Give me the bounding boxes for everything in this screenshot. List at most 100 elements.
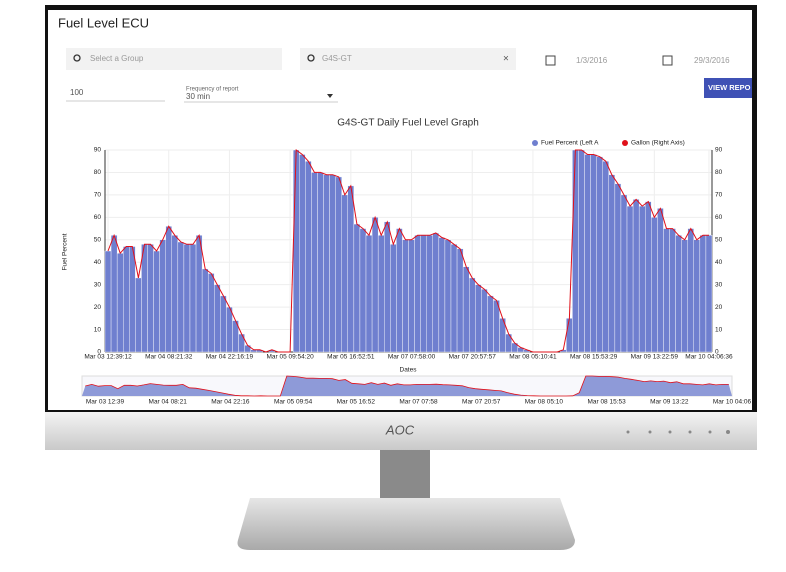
x-tick-label: Mar 09 13:22:59 <box>631 354 679 361</box>
y-axis-label: Fuel Percent <box>62 233 69 270</box>
bar <box>135 277 142 353</box>
x-tick-label: Mar 05 16:52:51 <box>327 354 375 361</box>
chin <box>45 412 757 450</box>
y2-tick-label: 30 <box>715 281 723 288</box>
y-tick-label: 40 <box>94 259 102 266</box>
bar <box>244 345 251 353</box>
bar <box>147 244 154 353</box>
chart-title: G4S-GT Daily Fuel Level Graph <box>337 118 479 129</box>
bar <box>426 235 433 353</box>
y-tick-label: 0 <box>97 349 101 356</box>
brand: AOC <box>385 422 415 437</box>
bar <box>214 284 221 353</box>
stand-base <box>237 498 575 550</box>
y-tick-label: 50 <box>94 236 102 243</box>
bar <box>335 176 342 353</box>
bar <box>359 228 367 353</box>
bar <box>396 228 403 353</box>
bar <box>341 194 349 353</box>
bar <box>110 235 118 353</box>
bar <box>390 244 397 353</box>
end-date[interactable]: 29/3/2016 <box>694 56 730 65</box>
navigator-label: Mar 04 08:21 <box>149 399 188 406</box>
group-select[interactable] <box>66 48 282 70</box>
bar <box>183 244 191 353</box>
bar <box>638 205 646 353</box>
x-tick-label: Mar 04 22:16:19 <box>206 354 254 361</box>
x-tick-label: Mar 03 12:39:12 <box>84 354 132 361</box>
stand-neck <box>380 448 430 500</box>
bar <box>675 235 682 353</box>
navigator-label: Mar 08 05:10 <box>525 399 564 406</box>
legend-marker <box>622 140 628 146</box>
x-tick-label: Mar 07 07:58:00 <box>388 354 436 361</box>
start-date[interactable]: 1/3/2016 <box>576 56 608 65</box>
navigator-label: Mar 09 13:22 <box>650 399 689 406</box>
bar <box>195 235 203 353</box>
bar <box>371 217 379 353</box>
app-title: Fuel Level ECU <box>58 15 149 30</box>
bar <box>444 239 452 353</box>
bar <box>590 154 597 353</box>
dropdown-arrow <box>327 94 333 98</box>
bar <box>487 295 494 353</box>
x-tick-label: Mar 04 08:21:32 <box>145 354 193 361</box>
bar <box>292 149 300 353</box>
bar <box>651 217 658 353</box>
limit-input[interactable]: 100 <box>70 88 84 97</box>
bar <box>596 156 603 353</box>
bar <box>669 228 676 353</box>
legend-label: Gallon (Right Axis) <box>631 140 685 147</box>
group-placeholder: Select a Group <box>90 54 144 63</box>
frequency-select[interactable]: 30 min <box>186 92 210 101</box>
y2-tick-label: 50 <box>715 236 723 243</box>
navigator-label: Mar 08 15:53 <box>587 399 626 406</box>
bar <box>317 172 324 353</box>
bar <box>469 277 476 353</box>
bar <box>299 154 306 353</box>
group-input[interactable] <box>300 48 516 70</box>
bar <box>602 161 610 353</box>
navigator-label: Mar 07 07:58 <box>399 399 438 406</box>
y-tick-label: 80 <box>94 169 102 176</box>
navigator-area <box>82 376 732 396</box>
navigator-label: Mar 07 20:57 <box>462 399 501 406</box>
clear-button[interactable]: × <box>503 54 509 65</box>
y-tick-label: 20 <box>94 304 102 311</box>
bar <box>123 246 130 353</box>
view-report-button[interactable] <box>704 78 752 98</box>
frequency-label: Frequency of report <box>186 87 239 93</box>
search-icon <box>73 54 81 62</box>
bar <box>450 244 458 353</box>
bar <box>353 223 361 353</box>
calendar-icon[interactable] <box>662 55 673 66</box>
bar <box>347 185 355 353</box>
bar <box>475 284 482 353</box>
bar <box>153 250 160 353</box>
y2-tick-label: 40 <box>715 259 723 266</box>
bar <box>238 333 245 353</box>
bar <box>189 244 197 353</box>
bar <box>620 194 628 353</box>
bar <box>578 149 585 353</box>
bar <box>632 199 640 353</box>
x-tick-label: Mar 08 05:10:41 <box>509 354 557 361</box>
bar <box>116 253 124 353</box>
bar <box>462 266 470 353</box>
bar <box>420 235 427 353</box>
search-icon <box>307 54 315 62</box>
gallon-line <box>107 149 709 353</box>
y-tick-label: 70 <box>94 192 102 199</box>
bar <box>165 226 172 353</box>
calendar-icon[interactable] <box>545 55 556 66</box>
x-tick-label: Mar 10 04:06:36 <box>685 354 733 361</box>
navigator-line <box>85 375 729 397</box>
bar <box>226 306 233 353</box>
y-tick-label: 90 <box>94 147 102 154</box>
y-tick-label: 30 <box>94 281 102 288</box>
bar <box>402 239 409 353</box>
navigator-label: Mar 03 12:39 <box>86 399 125 406</box>
x-tick-label: Mar 07 20:57:57 <box>449 354 497 361</box>
y2-tick-label: 90 <box>715 147 723 154</box>
bar <box>365 235 373 353</box>
